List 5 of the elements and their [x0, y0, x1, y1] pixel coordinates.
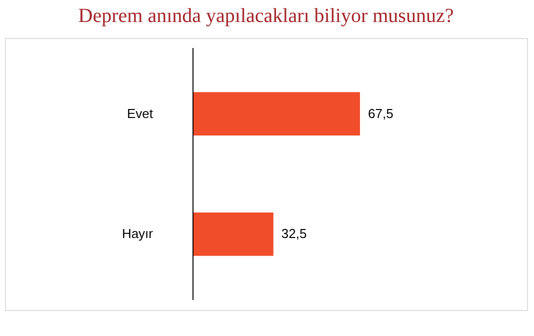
data-label: 32,5 — [281, 226, 307, 242]
data-label: 67,5 — [368, 106, 394, 121]
y-tick-label: Hayır — [122, 226, 154, 242]
chart-title: Deprem anında yapılacakları biliyor musunuz? — [78, 5, 454, 27]
y-tick-label: Evet — [126, 106, 154, 121]
